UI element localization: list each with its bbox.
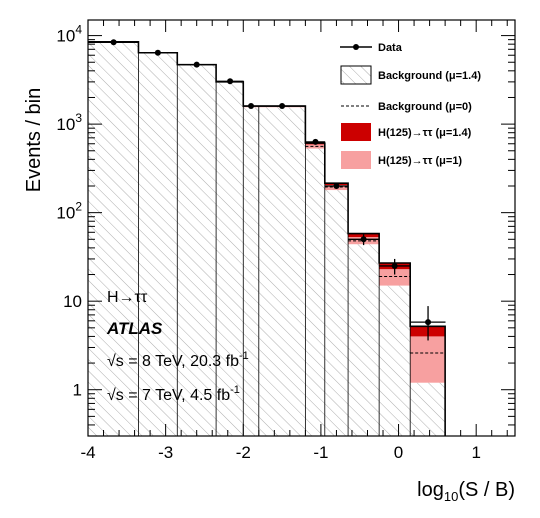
atlas-label: ATLAS [106, 319, 163, 338]
energy-7tev-label: √s = 7 TeV, 4.5 fb-1 [107, 384, 240, 404]
y-tick-label: 1 [73, 381, 82, 400]
legend-label-background-mu14: Background (μ=1.4) [378, 70, 481, 82]
legend-item-signal-mu1: H(125)→ττ (μ=1) [341, 151, 462, 169]
background-bar [410, 382, 446, 436]
legend-item-background-mu14: Background (μ=1.4) [340, 65, 481, 85]
data-point [227, 78, 234, 85]
plot-frame [87, 19, 516, 437]
x-tick-label: 0 [394, 443, 403, 462]
y-tick-label: 10 [63, 292, 82, 311]
energy-8tev-label: √s = 8 TeV, 20.3 fb-1 [107, 350, 249, 370]
y-tick-label: 104 [56, 23, 82, 46]
background-bar [305, 148, 325, 436]
legend-item-background-mu0: Background (μ=0) [341, 101, 472, 113]
data-point [248, 103, 255, 110]
background-bar [324, 190, 349, 436]
x-tick-label: -2 [236, 443, 251, 462]
legend-item-data: Data [340, 42, 403, 54]
data-point [279, 103, 286, 110]
x-tick-label: -4 [80, 443, 95, 462]
data-point [193, 61, 200, 68]
data-point [110, 39, 117, 46]
data-point [391, 262, 398, 269]
data-point [425, 319, 432, 326]
x-tick-label: 1 [471, 443, 480, 462]
legend-label-signal-mu1: H(125)→ττ (μ=1) [378, 155, 462, 167]
background-bar [88, 41, 139, 436]
plot-clip-group [88, 39, 446, 436]
data-point [360, 236, 367, 243]
background-bar [379, 285, 411, 436]
data-point [312, 138, 319, 145]
x-axis-title: log10(S / B) [417, 479, 515, 504]
legend-label-data: Data [378, 42, 403, 54]
legend: Data Background (μ=1.4) Background (μ=0)… [340, 42, 481, 169]
background-bar [258, 107, 306, 436]
x-tick-label: -3 [158, 443, 173, 462]
signal-mu1-bar [379, 269, 411, 286]
background-bar [138, 52, 178, 436]
signal-mu1-bar [410, 336, 446, 383]
legend-label-background-mu0: Background (μ=0) [378, 101, 472, 113]
legend-item-signal-mu14: H(125)→ττ (μ=1.4) [341, 123, 472, 141]
background-bar [348, 244, 380, 436]
plot-area [88, 39, 446, 436]
background-bar [243, 107, 259, 436]
y-tick-label: 103 [56, 111, 82, 134]
background-bar [216, 81, 244, 436]
y-axis-title: Events / bin [23, 88, 45, 193]
background-bar [177, 64, 217, 436]
data-point [333, 182, 340, 189]
y-tick-label: 102 [56, 200, 82, 223]
legend-label-signal-mu14: H(125)→ττ (μ=1.4) [378, 127, 472, 139]
data-point [154, 49, 161, 56]
signal-mu1-bar [305, 144, 325, 149]
x-tick-label: -1 [313, 443, 328, 462]
process-label: H→ττ [107, 289, 148, 306]
